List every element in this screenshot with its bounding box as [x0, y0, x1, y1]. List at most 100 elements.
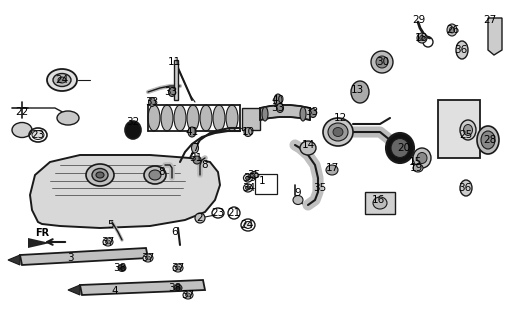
Text: 33: 33 — [146, 97, 158, 107]
Text: 2: 2 — [197, 213, 203, 223]
Ellipse shape — [244, 221, 252, 228]
Ellipse shape — [185, 293, 190, 297]
Text: 32: 32 — [126, 117, 140, 127]
Text: 30: 30 — [377, 57, 390, 67]
Ellipse shape — [103, 238, 113, 246]
Text: 35: 35 — [313, 183, 327, 193]
Ellipse shape — [323, 118, 353, 146]
Ellipse shape — [183, 291, 193, 299]
Ellipse shape — [96, 172, 104, 178]
Text: 23: 23 — [212, 208, 224, 218]
Ellipse shape — [463, 124, 473, 135]
Ellipse shape — [460, 120, 476, 140]
Text: 37: 37 — [141, 253, 155, 263]
Bar — [438, 100, 480, 158]
Text: 20: 20 — [397, 143, 411, 153]
Polygon shape — [68, 285, 80, 295]
Text: 41: 41 — [185, 127, 199, 137]
Text: 29: 29 — [412, 15, 426, 25]
Ellipse shape — [146, 256, 151, 260]
Ellipse shape — [386, 133, 414, 163]
Ellipse shape — [32, 131, 44, 140]
Ellipse shape — [371, 51, 393, 73]
Text: 33: 33 — [165, 87, 178, 97]
Ellipse shape — [149, 170, 161, 180]
Ellipse shape — [173, 264, 183, 272]
Ellipse shape — [481, 131, 495, 149]
Text: FR: FR — [35, 228, 49, 238]
Ellipse shape — [244, 127, 252, 137]
Ellipse shape — [326, 165, 338, 175]
Ellipse shape — [226, 105, 238, 131]
Text: 38: 38 — [114, 263, 126, 273]
Ellipse shape — [351, 81, 369, 103]
Ellipse shape — [191, 143, 199, 153]
Ellipse shape — [86, 164, 114, 186]
Text: 19: 19 — [409, 163, 423, 173]
Ellipse shape — [169, 87, 175, 97]
Text: 9: 9 — [295, 188, 301, 198]
Polygon shape — [8, 255, 20, 265]
Ellipse shape — [187, 105, 199, 131]
Text: 39: 39 — [244, 173, 256, 183]
Text: 6: 6 — [172, 227, 179, 237]
Text: 21: 21 — [228, 208, 240, 218]
Ellipse shape — [58, 77, 66, 83]
Bar — [365, 192, 395, 214]
Ellipse shape — [193, 156, 201, 164]
Text: 3: 3 — [67, 253, 73, 263]
Text: 8: 8 — [202, 160, 208, 170]
Polygon shape — [30, 155, 220, 228]
Text: 11: 11 — [167, 57, 181, 67]
Text: 34: 34 — [243, 183, 255, 193]
Ellipse shape — [120, 267, 124, 269]
Ellipse shape — [413, 164, 423, 172]
Ellipse shape — [310, 108, 316, 117]
Ellipse shape — [328, 123, 348, 141]
Text: 36: 36 — [455, 45, 467, 55]
Bar — [255, 174, 277, 194]
Ellipse shape — [300, 107, 306, 121]
Ellipse shape — [300, 141, 316, 155]
Text: 1: 1 — [259, 176, 265, 186]
Text: 14: 14 — [301, 140, 315, 150]
Ellipse shape — [195, 213, 205, 223]
Text: 13: 13 — [350, 85, 364, 95]
Ellipse shape — [149, 98, 155, 107]
Ellipse shape — [246, 186, 250, 190]
Text: 8: 8 — [159, 167, 165, 177]
Ellipse shape — [373, 197, 387, 209]
Text: 40: 40 — [271, 95, 284, 105]
Ellipse shape — [144, 166, 166, 184]
Ellipse shape — [57, 111, 79, 125]
Ellipse shape — [213, 105, 225, 131]
Ellipse shape — [376, 56, 388, 68]
Text: 22: 22 — [15, 107, 28, 117]
Polygon shape — [28, 238, 50, 248]
Ellipse shape — [161, 105, 173, 131]
Text: 24: 24 — [55, 75, 69, 85]
Ellipse shape — [449, 27, 455, 33]
Ellipse shape — [188, 127, 196, 137]
Ellipse shape — [143, 254, 153, 262]
Text: 33: 33 — [271, 103, 285, 113]
Ellipse shape — [277, 103, 283, 113]
Ellipse shape — [174, 284, 182, 292]
Text: 37: 37 — [101, 237, 115, 247]
Bar — [242, 108, 260, 130]
Ellipse shape — [477, 126, 499, 154]
Text: 17: 17 — [326, 163, 338, 173]
Ellipse shape — [118, 265, 126, 271]
Text: 12: 12 — [333, 113, 347, 123]
Ellipse shape — [420, 36, 425, 41]
Ellipse shape — [417, 153, 427, 164]
Text: 7: 7 — [191, 143, 198, 153]
Ellipse shape — [417, 33, 427, 43]
Text: 37: 37 — [171, 263, 185, 273]
Ellipse shape — [293, 196, 303, 204]
Polygon shape — [80, 280, 205, 295]
Text: 27: 27 — [483, 15, 496, 25]
Polygon shape — [488, 18, 502, 55]
Text: 31: 31 — [189, 153, 203, 163]
Ellipse shape — [447, 24, 457, 36]
